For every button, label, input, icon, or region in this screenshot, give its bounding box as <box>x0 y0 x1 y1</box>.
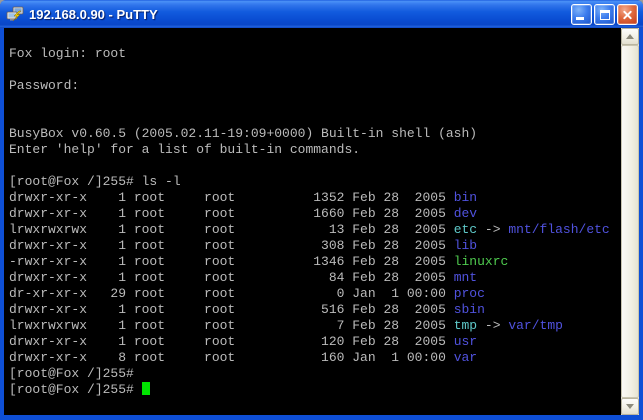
scrollbar[interactable] <box>621 28 639 415</box>
executable-name: linuxrc <box>453 254 509 269</box>
dir-name: mnt <box>453 270 478 285</box>
window-body: Fox login: root Password: BusyBox v0.60.… <box>4 28 639 415</box>
terminal-line <box>9 110 621 126</box>
terminal-line <box>9 62 621 78</box>
dir-name: bin <box>453 190 478 205</box>
ls-row: drwxr-xr-x 1 root root 308 Feb 28 2005 l… <box>9 238 478 253</box>
ls-row: drwxr-xr-x 1 root root 1660 Feb 28 2005 … <box>9 206 478 221</box>
ls-row: -rwxr-xr-x 1 root root 1346 Feb 28 2005 … <box>9 254 509 269</box>
terminal-line <box>9 158 621 174</box>
symlink-target: mnt/flash/etc <box>508 222 610 237</box>
dir-name: lib <box>453 238 478 253</box>
terminal-line: Enter 'help' for a list of built-in comm… <box>9 142 361 157</box>
dir-name: var <box>453 350 478 365</box>
dir-name: dev <box>453 206 478 221</box>
terminal-line: Fox login: root <box>9 46 127 61</box>
symlink-target: var/tmp <box>508 318 563 333</box>
ls-row: drwxr-xr-x 1 root root 1352 Feb 28 2005 … <box>9 190 478 205</box>
ls-row: drwxr-xr-x 1 root root 516 Feb 28 2005 s… <box>9 302 485 317</box>
ls-row: lrwxrwxrwx 1 root root 13 Feb 28 2005 et… <box>9 222 610 237</box>
terminal-line <box>9 94 621 110</box>
symlink-name: tmp <box>453 318 478 333</box>
close-button[interactable] <box>617 3 638 25</box>
chevron-up-icon <box>626 34 634 39</box>
prompt-line: [root@Fox /]255# <box>9 382 621 398</box>
minimize-icon <box>576 16 584 20</box>
dir-name: sbin <box>453 302 485 317</box>
chevron-down-icon <box>626 404 634 409</box>
ls-row: drwxr-xr-x 1 root root 84 Feb 28 2005 mn… <box>9 270 478 285</box>
scrollbar-thumb[interactable] <box>621 45 639 398</box>
dir-name: usr <box>453 334 478 349</box>
terminal-line: [root@Fox /]255# ls -l <box>9 174 181 189</box>
maximize-icon <box>600 9 610 20</box>
minimize-button[interactable] <box>571 3 592 25</box>
symlink-name: etc <box>453 222 478 237</box>
maximize-button[interactable] <box>594 3 615 25</box>
titlebar[interactable]: 192.168.0.90 - PuTTY <box>0 0 643 28</box>
window-controls <box>571 3 638 25</box>
ls-row: lrwxrwxrwx 1 root root 7 Feb 28 2005 tmp… <box>9 318 563 333</box>
scrollbar-track[interactable] <box>621 45 639 398</box>
terminal-line: BusyBox v0.60.5 (2005.02.11-19:09+0000) … <box>9 126 478 141</box>
scroll-down-button[interactable] <box>621 398 639 415</box>
window-title: 192.168.0.90 - PuTTY <box>29 6 158 22</box>
window-bottom-border <box>0 415 643 420</box>
ls-row: drwxr-xr-x 8 root root 160 Jan 1 00:00 v… <box>9 350 478 365</box>
prompt-line: [root@Fox /]255# <box>9 366 134 381</box>
ls-row: drwxr-xr-x 1 root root 120 Feb 28 2005 u… <box>9 334 478 349</box>
terminal-line: Password: <box>9 78 80 93</box>
terminal-cursor <box>141 382 150 395</box>
dir-name: proc <box>453 286 485 301</box>
terminal-screen[interactable]: Fox login: root Password: BusyBox v0.60.… <box>4 28 621 415</box>
putty-terminal-icon[interactable] <box>6 6 24 22</box>
scroll-up-button[interactable] <box>621 28 639 45</box>
ls-row: dr-xr-xr-x 29 root root 0 Jan 1 00:00 pr… <box>9 286 485 301</box>
